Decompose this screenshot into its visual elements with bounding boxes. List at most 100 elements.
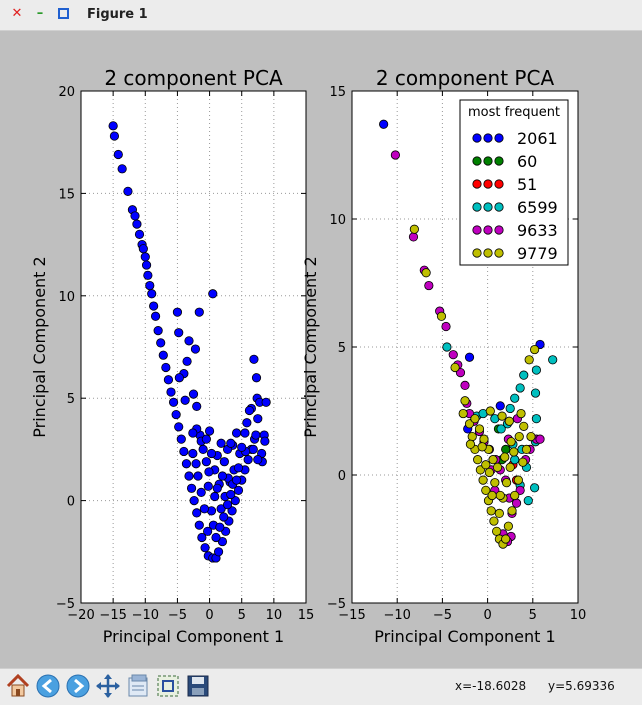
back-icon[interactable]	[34, 672, 62, 700]
data-point	[505, 403, 515, 414]
legend-label: 9779	[517, 244, 558, 263]
legend-marker	[472, 156, 482, 166]
data-point	[206, 448, 217, 459]
data-point	[196, 487, 206, 498]
legend-marker	[472, 133, 482, 143]
y-tick-label: 15	[58, 187, 75, 202]
pan-icon[interactable]	[94, 672, 122, 700]
zoom-icon[interactable]	[154, 672, 182, 700]
data-point	[213, 547, 224, 557]
data-point	[521, 444, 532, 454]
data-point	[424, 280, 434, 291]
figure-canvas[interactable]: −20 −15 −10 −5 0 5 10 15 −5 0 5 10 15 20 2 component P…	[0, 31, 642, 668]
data-point	[460, 380, 470, 390]
data-point	[478, 475, 488, 485]
data-point	[510, 490, 520, 501]
data-point	[219, 457, 229, 467]
x-tick-label: −20	[67, 608, 94, 623]
data-point	[490, 478, 500, 488]
maximize-icon[interactable]	[55, 5, 73, 23]
data-point	[518, 457, 528, 467]
data-point	[530, 483, 540, 493]
data-point	[150, 311, 161, 321]
data-point	[470, 414, 480, 424]
data-point	[253, 414, 263, 424]
data-point	[531, 414, 542, 424]
data-point	[526, 431, 536, 442]
y-tick-label: 20	[58, 85, 75, 100]
data-point	[500, 452, 510, 462]
legend-marker	[494, 179, 504, 189]
data-point	[191, 459, 201, 469]
y-axis-label: Principal Component 2	[301, 256, 320, 437]
legend-marker	[494, 225, 504, 235]
y-tick-label: 5	[338, 341, 346, 356]
home-icon[interactable]	[4, 672, 32, 700]
data-point	[130, 211, 140, 221]
data-point	[467, 431, 477, 442]
data-point	[156, 338, 166, 348]
x-axis-label: Principal Component 1	[103, 627, 284, 646]
data-point	[140, 252, 150, 262]
x-tick-label: −10	[132, 608, 159, 623]
close-icon[interactable]: ✕	[11, 6, 23, 21]
data-point	[200, 543, 210, 553]
x-tick-label: −5	[168, 608, 187, 623]
data-point	[212, 483, 222, 493]
legend-label: 51	[517, 175, 537, 194]
y-tick-label: 0	[338, 469, 346, 484]
chart-title: 2 component PCA	[376, 66, 555, 90]
data-point	[184, 336, 194, 346]
data-point	[194, 307, 204, 317]
chart-2: −15 −10 −5 0 5 10 −5 0 5 10 15 2 component PCA Princ…	[301, 66, 586, 646]
data-point	[190, 344, 201, 354]
series-9779	[409, 224, 540, 549]
series-1	[108, 121, 271, 563]
data-point	[519, 370, 529, 380]
y-tick-label: −5	[327, 597, 346, 612]
data-point	[409, 224, 419, 234]
x-tick-label: 10	[570, 608, 587, 623]
data-point	[204, 467, 214, 477]
data-point	[192, 508, 202, 518]
data-point	[248, 444, 258, 454]
data-point	[513, 475, 523, 485]
data-point	[161, 362, 171, 373]
y-tick-label: 10	[329, 213, 346, 228]
data-point	[535, 434, 545, 444]
data-point	[208, 289, 218, 299]
data-point	[494, 508, 504, 518]
y-tick-label: 15	[329, 85, 346, 100]
forward-icon[interactable]	[64, 672, 92, 700]
data-point	[243, 455, 253, 465]
data-point	[496, 424, 506, 434]
data-point	[192, 401, 202, 411]
data-point	[184, 471, 194, 481]
data-point	[181, 459, 192, 469]
configure-icon[interactable]	[124, 672, 152, 700]
data-point	[174, 373, 184, 383]
y-tick-label: −5	[56, 597, 75, 612]
data-point	[486, 506, 496, 516]
x-tick-label: −15	[338, 608, 365, 623]
legend-marker	[472, 202, 482, 212]
data-point	[507, 506, 517, 516]
data-point	[226, 438, 236, 448]
save-icon[interactable]	[184, 672, 212, 700]
data-point	[495, 401, 505, 411]
data-point	[226, 489, 236, 500]
legend-marker	[483, 156, 493, 166]
legend-marker	[483, 179, 493, 189]
data-point	[166, 387, 176, 397]
data-point	[138, 244, 148, 254]
data-point	[193, 471, 203, 481]
data-point	[211, 532, 221, 543]
data-point	[501, 534, 511, 544]
data-point	[217, 536, 228, 547]
y-tick-label: 5	[67, 392, 75, 407]
data-point	[197, 532, 207, 543]
data-point	[251, 373, 262, 383]
x-tick-label: −5	[433, 608, 452, 623]
x-tick-label: 0	[205, 608, 213, 623]
minimize-icon[interactable]: –	[36, 6, 44, 21]
